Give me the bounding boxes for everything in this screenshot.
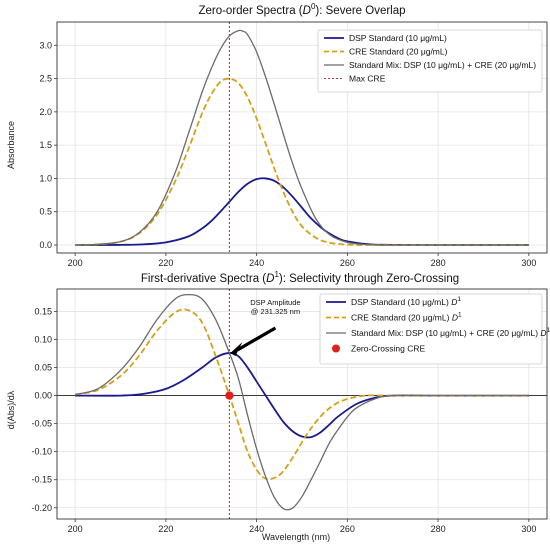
plot-frame: [56, 288, 548, 520]
x-tick-label: 280: [431, 258, 446, 268]
series-line-2: [75, 29, 529, 246]
y-tick-label: 1.0: [39, 173, 52, 183]
x-tick-label: 300: [521, 258, 536, 268]
y-tick-label: 0.10: [34, 334, 52, 344]
y-tick-label: 0.05: [34, 363, 52, 373]
legend-label-1: CRE Standard (20 μg/mL): [349, 47, 448, 57]
legend-label-0: DSP Standard (10 μg/mL): [349, 33, 447, 43]
y-tick-label: 2.0: [39, 107, 52, 117]
legend-label-0: DSP Standard (10 μg/mL) D1: [351, 296, 461, 307]
x-tick-label: 200: [68, 258, 83, 268]
y-tick-label: 1.5: [39, 140, 52, 150]
legend-label-zero-crossing: Zero-Crossing CRE: [351, 344, 425, 354]
plot-frame: [56, 21, 548, 254]
y-tick-label: -0.20: [31, 503, 52, 513]
annotation-arrow-shaft: [236, 326, 277, 352]
legend-swatch-zero-crossing: [332, 344, 340, 353]
x-tick-label: 280: [431, 524, 446, 534]
y-axis-label: Absorbance: [6, 121, 16, 169]
legend-box: [319, 293, 543, 365]
x-tick-label: 200: [68, 524, 83, 534]
y-tick-label: -0.10: [31, 447, 52, 457]
x-tick-label: 260: [340, 524, 355, 534]
legend-label-1: CRE Standard (20 μg/mL) D1: [351, 312, 462, 323]
plot-area: 200 220 240 260 280 300 0.0 0.5 1.0 1.5 2.0 2.5 3.0 D…: [39, 21, 548, 268]
y-tick-label: 0.00: [34, 391, 52, 401]
series-line-0: [75, 352, 529, 439]
plot-area: 200 220 240 260 280 300 0.15 0.10 0.05 0.00 -0.05 -…: [31, 288, 550, 534]
y-tick-label: 2.5: [39, 74, 52, 84]
series-line-2: [74, 293, 529, 511]
legend-label-max-cre: Max CRE: [349, 74, 386, 84]
x-tick-label: 240: [249, 258, 264, 268]
legend-label-2: Standard Mix: DSP (10 μg/mL) + CRE (20 μ…: [351, 327, 550, 338]
legend-label-2: Standard Mix: DSP (10 μg/mL) + CRE (20 μ…: [349, 60, 536, 70]
y-tick-label: -0.15: [31, 475, 52, 485]
annotation-text: @ 231.325 nm: [251, 307, 300, 316]
legend-box: [317, 29, 543, 93]
series-line-1: [75, 77, 529, 246]
y-tick-label: 0.0: [39, 240, 52, 250]
x-tick-label: 260: [340, 258, 355, 268]
series-line-0: [75, 177, 529, 246]
x-tick-label: 220: [158, 524, 173, 534]
x-axis-label: Wavelength (nm): [262, 532, 330, 542]
y-tick-label: -0.05: [31, 419, 52, 429]
x-tick-label: 240: [249, 524, 264, 534]
annotation-arrow-head: [230, 341, 243, 356]
y-tick-label: 3.0: [39, 40, 52, 50]
x-tick-label: 220: [158, 258, 173, 268]
chart-first-derivative: First-derivative Spectra (D1): Selectivi…: [6, 270, 550, 542]
y-tick-label: 0.5: [39, 207, 52, 217]
y-tick-label: 0.15: [34, 306, 52, 316]
annotation-text: DSP Amplitude: [250, 298, 300, 307]
x-tick-label: 300: [521, 524, 536, 534]
y-axis-label: d(Abs)/dλ: [6, 390, 16, 429]
chart-title: Zero-order Spectra (D0): Severe Overlap: [198, 2, 405, 17]
zero-crossing-point: [225, 391, 234, 400]
chart-zero-order: Zero-order Spectra (D0): Severe Overlap …: [6, 2, 548, 268]
chart-title: First-derivative Spectra (D1): Selectivi…: [141, 270, 459, 285]
